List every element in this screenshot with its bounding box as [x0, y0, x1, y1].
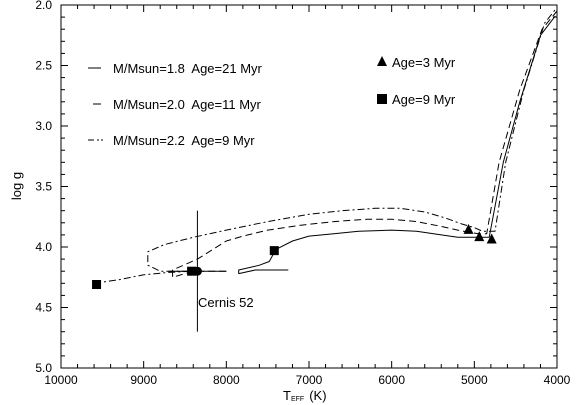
y-tick-label: 2.0 [35, 0, 52, 12]
x-tick-label: 7000 [296, 373, 323, 387]
x-axis-label: TEFF (K) [283, 388, 327, 403]
legend-label-3: M/Msun=2.2 Age=9 Myr [113, 133, 255, 148]
x-tick-label: 9000 [130, 373, 157, 387]
track-line-2 [172, 10, 558, 278]
y-tick-label: 4.5 [35, 301, 52, 315]
legend-age9-label: Age=9 Myr [392, 92, 456, 107]
triangle-marker [486, 233, 497, 244]
square-marker [269, 246, 279, 256]
age-markers [92, 223, 497, 290]
legend: M/Msun=1.8 Age=21 Myr M/Msun=2.0 Age=11 … [88, 55, 456, 148]
plot-frame [60, 4, 558, 369]
x-tick-label: 4000 [544, 373, 571, 387]
legend-age3-label: Age=3 Myr [392, 55, 456, 70]
square-marker [92, 280, 102, 290]
x-tick-label: 10000 [44, 373, 78, 387]
y-tick-label: 2.5 [35, 59, 52, 73]
star-measurement [168, 210, 227, 332]
y-tick-label: 5.0 [35, 361, 52, 375]
star-label: Cernis 52 [198, 295, 254, 310]
y-tick-label: 4.0 [35, 240, 52, 254]
triangle-marker [463, 223, 474, 234]
x-tick-label: 8000 [213, 373, 240, 387]
x-tick-label: 6000 [378, 373, 405, 387]
legend-label-2: M/Msun=2.0 Age=11 Myr [113, 97, 262, 112]
y-tick-label: 3.0 [35, 119, 52, 133]
legend-label-1: M/Msun=1.8 Age=21 Myr [113, 61, 263, 76]
axis-ticks: 10000 9000 8000 7000 6000 5000 4000 2.0 2.5 3.0 3.… [35, 0, 570, 387]
legend-triangle-marker [377, 56, 387, 66]
y-tick-label: 3.5 [35, 180, 52, 194]
legend-square-marker [377, 94, 387, 104]
x-tick-label: 5000 [461, 373, 488, 387]
triangle-marker [474, 231, 485, 242]
track-line-1 [238, 15, 556, 275]
y-axis-label: log g [9, 172, 24, 200]
star-point [192, 266, 202, 276]
